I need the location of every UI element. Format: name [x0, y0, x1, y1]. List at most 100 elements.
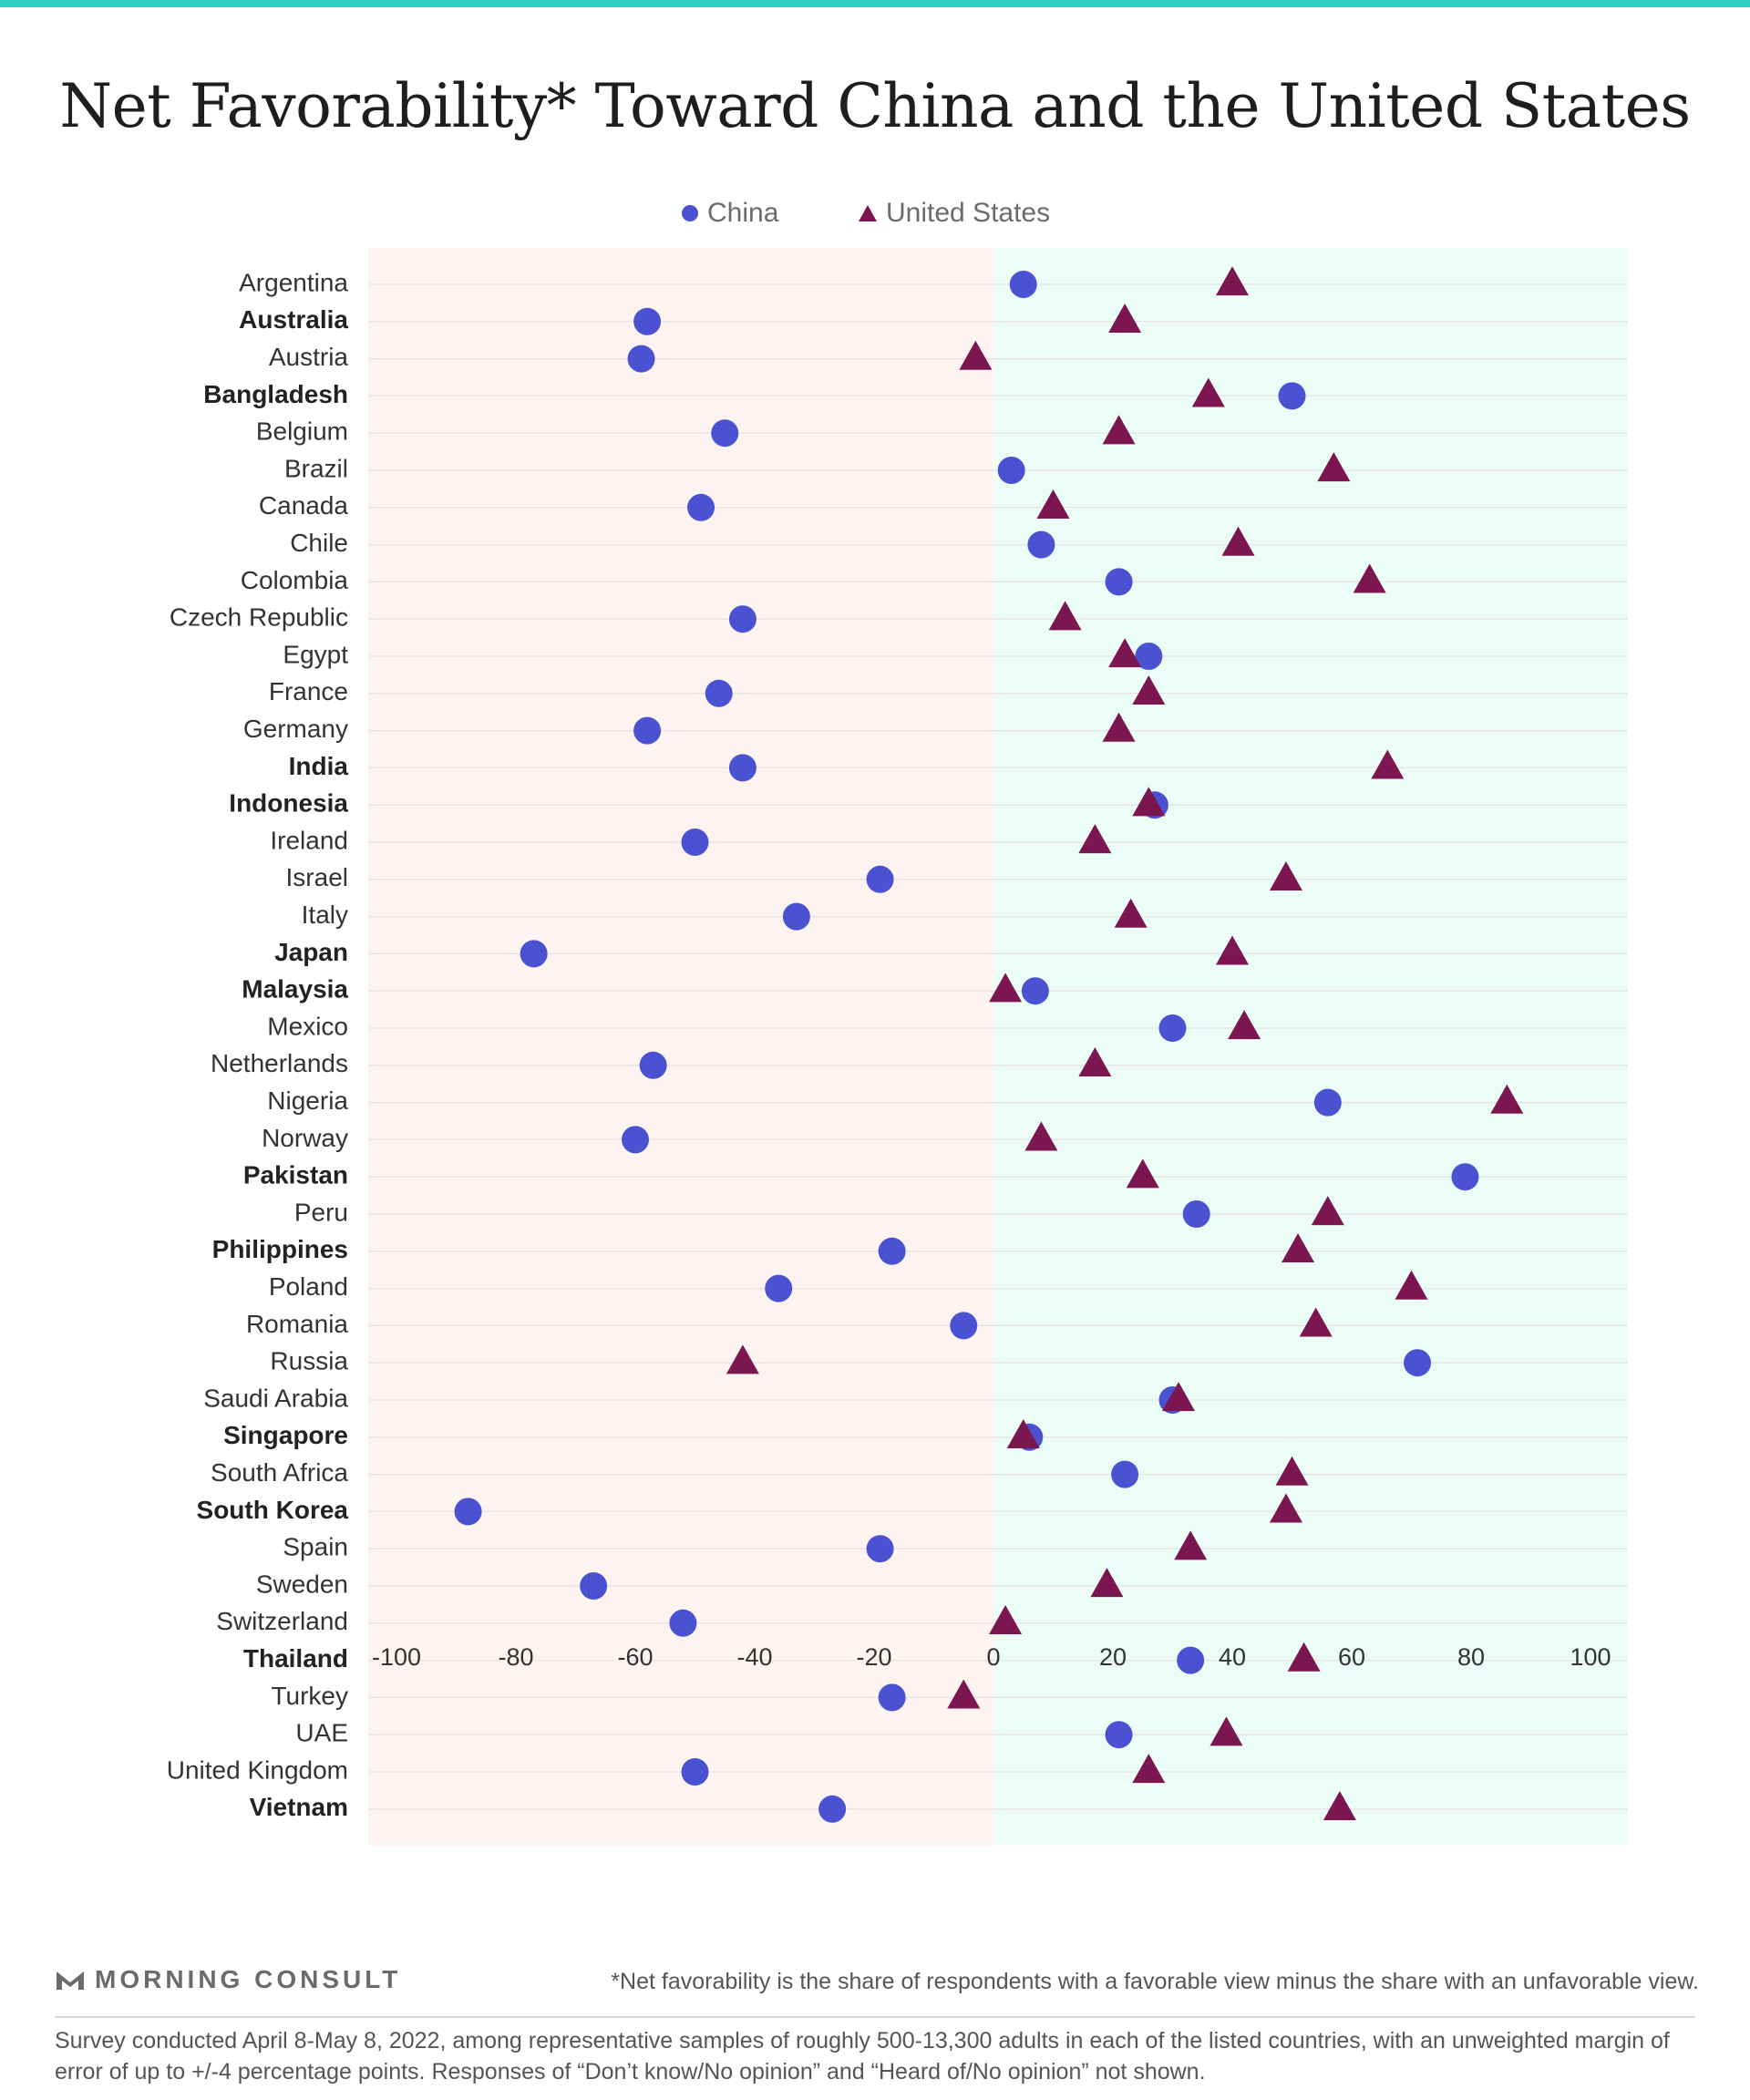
logo-text: MORNING CONSULT	[95, 1965, 402, 1993]
x-tick-label: 40	[1219, 1643, 1246, 1671]
x-tick-label: -60	[617, 1643, 653, 1671]
china-point	[633, 307, 662, 335]
country-label: Philippines	[212, 1235, 348, 1263]
dot-plot-chart: Argentina Australia Austria Bangladesh Belgi…	[167, 248, 1628, 1846]
china-point	[728, 605, 757, 633]
x-tick-label: -40	[736, 1643, 772, 1671]
x-tick-label: 20	[1099, 1643, 1127, 1671]
country-label: Brazil	[284, 454, 348, 482]
china-point	[681, 829, 709, 856]
morning-consult-m-icon	[57, 1971, 84, 1990]
china-point	[622, 1126, 649, 1154]
united-states-point	[1216, 935, 1249, 965]
united-states-point	[1078, 1046, 1112, 1076]
united-states-point	[1114, 898, 1148, 928]
legend-label-united-states: United States	[886, 198, 1051, 228]
china-point	[681, 1758, 709, 1786]
united-states-point	[1102, 415, 1136, 445]
country-label: Peru	[294, 1198, 348, 1226]
china-point	[728, 754, 757, 782]
united-states-point	[1323, 1790, 1356, 1820]
china-point	[1105, 568, 1133, 596]
china-point	[1111, 1460, 1139, 1488]
country-label: Turkey	[271, 1682, 348, 1710]
united-states-point	[1078, 824, 1112, 854]
united-states-point	[1132, 674, 1166, 705]
x-tick-label: -100	[372, 1643, 421, 1671]
country-label: Pakistan	[243, 1161, 348, 1189]
united-states-point	[1311, 1196, 1344, 1226]
china-point	[818, 1795, 847, 1823]
united-states-point	[1299, 1307, 1333, 1337]
survey-note: Survey conducted April 8-May 8, 2022, am…	[55, 2028, 1670, 2085]
united-states-point	[726, 1344, 759, 1374]
china-point	[454, 1498, 482, 1526]
china-point	[765, 1274, 793, 1302]
country-label: Vietnam	[250, 1793, 348, 1821]
china-point	[1158, 1014, 1187, 1042]
positive-band	[993, 248, 1628, 1846]
country-label: Colombia	[241, 566, 349, 594]
china-point	[669, 1609, 697, 1637]
legend: China United States	[0, 195, 1750, 232]
united-states-point	[1191, 377, 1225, 407]
country-label: Norway	[262, 1124, 348, 1152]
united-states-point	[1036, 489, 1070, 519]
top-accent-bar	[0, 0, 1750, 7]
china-point	[580, 1572, 608, 1600]
country-label: UAE	[295, 1719, 348, 1747]
country-label: Nigeria	[267, 1086, 348, 1115]
china-point	[878, 1237, 906, 1265]
united-states-point	[1395, 1270, 1428, 1300]
x-tick-label: -20	[856, 1643, 891, 1671]
china-point	[1451, 1163, 1479, 1191]
united-states-point	[1210, 1716, 1243, 1746]
united-states-point	[1269, 860, 1302, 890]
united-states-point	[1108, 638, 1142, 668]
united-states-point	[1162, 1382, 1196, 1412]
united-states-point	[1228, 1010, 1261, 1040]
united-states-point	[1108, 303, 1142, 333]
united-states-point	[947, 1679, 981, 1709]
country-label: Belgium	[256, 417, 348, 446]
negative-band	[368, 248, 993, 1846]
x-tick-label: 80	[1457, 1643, 1485, 1671]
united-states-point	[959, 340, 993, 370]
legend-item-united-states: United States	[859, 195, 1050, 232]
china-point	[1177, 1646, 1205, 1674]
united-states-point	[989, 1604, 1023, 1634]
china-point	[1404, 1349, 1432, 1377]
united-states-point	[1132, 787, 1166, 817]
united-states-point	[1174, 1530, 1208, 1560]
country-label: Japan	[274, 938, 348, 966]
country-label: Chile	[290, 529, 348, 557]
country-label: India	[289, 752, 349, 780]
country-label: Australia	[239, 305, 348, 334]
country-label: Russia	[270, 1347, 348, 1375]
china-point	[705, 679, 733, 707]
united-states-point	[1024, 1121, 1058, 1151]
united-states-point	[1090, 1568, 1124, 1598]
country-label: Singapore	[223, 1421, 348, 1449]
united-states-triangle-icon	[859, 205, 877, 221]
china-point	[639, 1051, 667, 1079]
country-label: Ireland	[270, 826, 348, 854]
legend-label-china: China	[707, 198, 779, 228]
country-label: Romania	[246, 1310, 348, 1338]
china-point	[1105, 1721, 1133, 1749]
country-label: United Kingdom	[167, 1755, 348, 1784]
country-label: Canada	[259, 491, 349, 520]
morning-consult-logo: MORNING CONSULT	[55, 1965, 401, 1994]
x-tick-label: -80	[498, 1643, 533, 1671]
china-point	[711, 419, 739, 448]
united-states-point	[1287, 1642, 1321, 1672]
china-point	[878, 1683, 906, 1712]
country-label: Saudi Arabia	[203, 1384, 348, 1412]
legend-item-china: China	[682, 195, 778, 232]
united-states-point	[1371, 749, 1405, 779]
country-label: France	[269, 677, 348, 705]
china-point	[1135, 643, 1163, 670]
country-label: Switzerland	[216, 1607, 348, 1635]
x-tick-label: 60	[1338, 1643, 1365, 1671]
china-point	[1278, 382, 1306, 410]
